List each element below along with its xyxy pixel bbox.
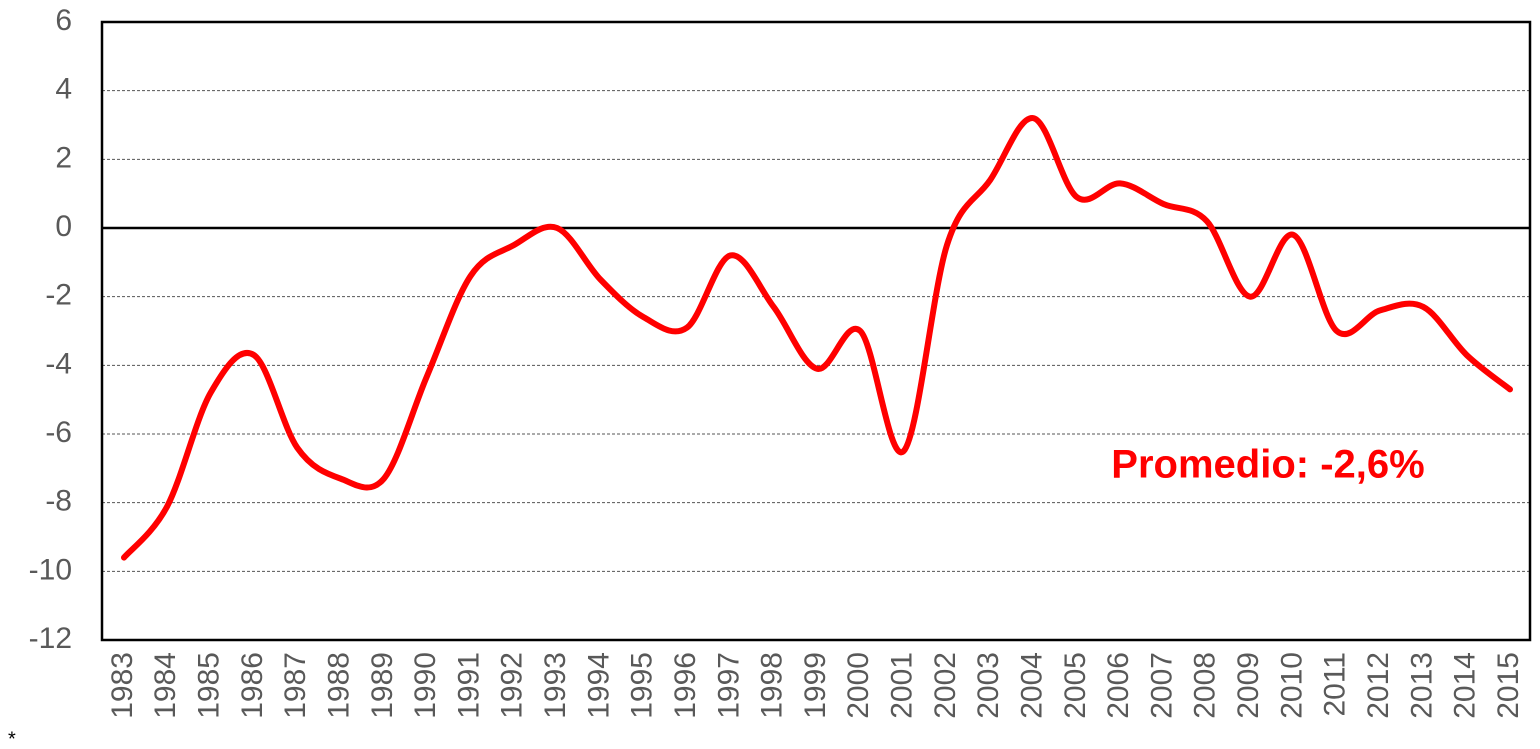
x-tick-label: 2003 (972, 652, 1005, 719)
x-tick-label: 1993 (539, 652, 572, 719)
y-tick-label: 0 (55, 210, 72, 243)
x-tick-label: 1991 (452, 652, 485, 719)
line-series (121, 115, 1513, 561)
x-tick-label: 1984 (149, 652, 182, 719)
x-tick-label: 1987 (279, 652, 312, 719)
x-tick-label: 2000 (842, 652, 875, 719)
x-tick-label: 2012 (1362, 652, 1395, 719)
x-tick-label: 1998 (756, 652, 789, 719)
x-tick-label: 1989 (366, 652, 399, 719)
x-tick-label: 2006 (1102, 652, 1135, 719)
x-tick-label: 2001 (886, 652, 919, 719)
y-tick-label: 6 (55, 4, 72, 37)
x-tick-label: 1992 (496, 652, 529, 719)
x-tick-label: 2008 (1189, 652, 1222, 719)
x-tick-label: 1994 (582, 652, 615, 719)
x-tick-label: 2014 (1449, 652, 1482, 719)
x-tick-label: 1988 (322, 652, 355, 719)
y-tick-label: -4 (45, 347, 72, 380)
x-tick-label: 1997 (712, 652, 745, 719)
y-tick-label: -12 (29, 622, 72, 655)
y-tick-label: -10 (29, 553, 72, 586)
y-tick-label: 2 (55, 141, 72, 174)
x-tick-label: 2004 (1015, 652, 1048, 719)
x-tick-label: 2005 (1059, 652, 1092, 719)
x-tick-label: 2015 (1492, 652, 1525, 719)
y-tick-label: -2 (45, 279, 72, 312)
y-tick-label: 4 (55, 73, 72, 106)
plot-border (100, 20, 1532, 642)
x-tick-label: 2010 (1275, 652, 1308, 719)
x-tick-label: 2007 (1145, 652, 1178, 719)
x-tick-label: 1985 (193, 652, 226, 719)
x-tick-label: 2011 (1319, 652, 1352, 717)
x-tick-label: 1996 (669, 652, 702, 719)
x-tick-label: 2002 (929, 652, 962, 719)
footnote: * (8, 728, 16, 749)
x-tick-label: 1983 (106, 652, 139, 719)
x-tick-label: 2013 (1405, 652, 1438, 719)
annotation: Promedio: -2,6% (1111, 443, 1424, 487)
x-tick-label: 2009 (1232, 652, 1265, 719)
x-tick-label: 1999 (799, 652, 832, 719)
x-tick-label: 1995 (626, 652, 659, 719)
x-tick-label: 1990 (409, 652, 442, 719)
x-tick-label: 1986 (236, 652, 269, 719)
y-tick-label: -8 (45, 485, 72, 518)
y-tick-label: -6 (45, 416, 72, 449)
